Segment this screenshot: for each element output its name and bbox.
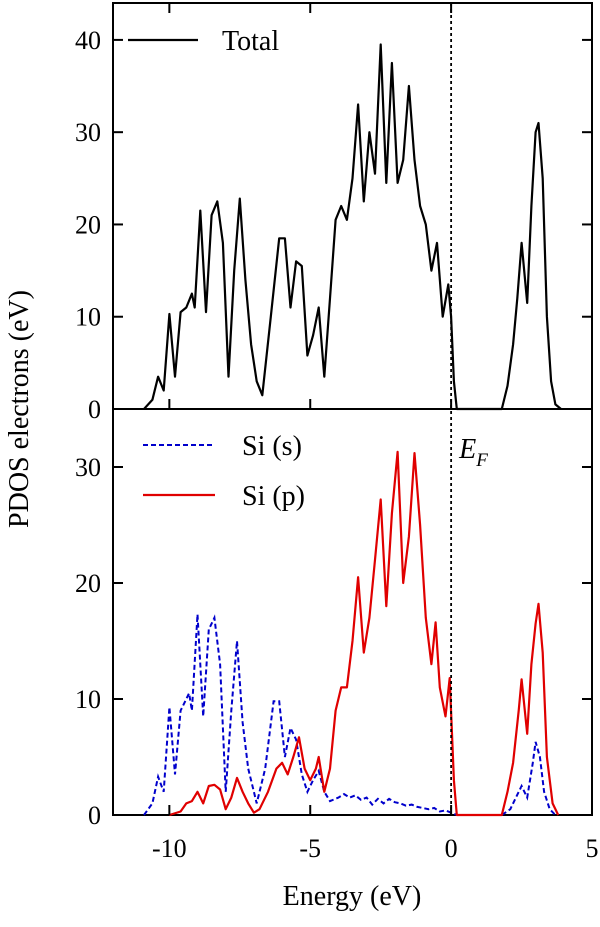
chart-bottom-panel: 0 10 20 30 Si (s) Si (p) bbox=[75, 408, 593, 830]
x-axis-title: Energy (eV) bbox=[283, 881, 422, 912]
x-tick-label: 0 bbox=[445, 834, 458, 863]
legend-label-si-s: Si (s) bbox=[242, 431, 302, 462]
x-tick-label: -10 bbox=[152, 834, 187, 863]
y-axis-title: PDOS electrons (eV) bbox=[4, 290, 35, 528]
legend-label-total: Total bbox=[222, 26, 279, 57]
x-tick-label: 5 bbox=[586, 834, 599, 863]
top-y-tick-label: 10 bbox=[75, 303, 101, 332]
bottom-y-axis: 0 10 20 30 bbox=[75, 453, 592, 830]
top-y-tick-label: 40 bbox=[75, 26, 101, 55]
legend-label-si-p: Si (p) bbox=[242, 481, 305, 512]
bottom-y-tick-label: 0 bbox=[88, 801, 101, 830]
x-axis: -10 -5 0 5 bbox=[152, 3, 599, 863]
series-line-si-s bbox=[143, 614, 557, 816]
bottom-y-tick-label: 20 bbox=[75, 569, 101, 598]
series-line-total bbox=[143, 43, 562, 411]
top-y-tick-label: 20 bbox=[75, 210, 101, 239]
top-panel-frame bbox=[112, 2, 593, 410]
bottom-panel-frame bbox=[112, 408, 593, 816]
fermi-label-sub: F bbox=[475, 450, 488, 471]
fermi-level-label: EF bbox=[458, 434, 488, 471]
bottom-y-tick-label: 30 bbox=[75, 453, 101, 482]
top-legend: Total bbox=[128, 26, 279, 57]
top-y-tick-label: 0 bbox=[88, 395, 101, 424]
chart-top-panel: 0 10 20 30 40 Total bbox=[75, 2, 593, 424]
series-line-si-p bbox=[169, 450, 560, 817]
bottom-y-tick-label: 10 bbox=[75, 685, 101, 714]
bottom-legend: Si (s) Si (p) bbox=[143, 431, 305, 512]
fermi-label-main: E bbox=[458, 434, 476, 465]
top-y-tick-label: 30 bbox=[75, 118, 101, 147]
x-tick-label: -5 bbox=[299, 834, 321, 863]
top-y-axis: 0 10 20 30 40 bbox=[75, 26, 592, 424]
